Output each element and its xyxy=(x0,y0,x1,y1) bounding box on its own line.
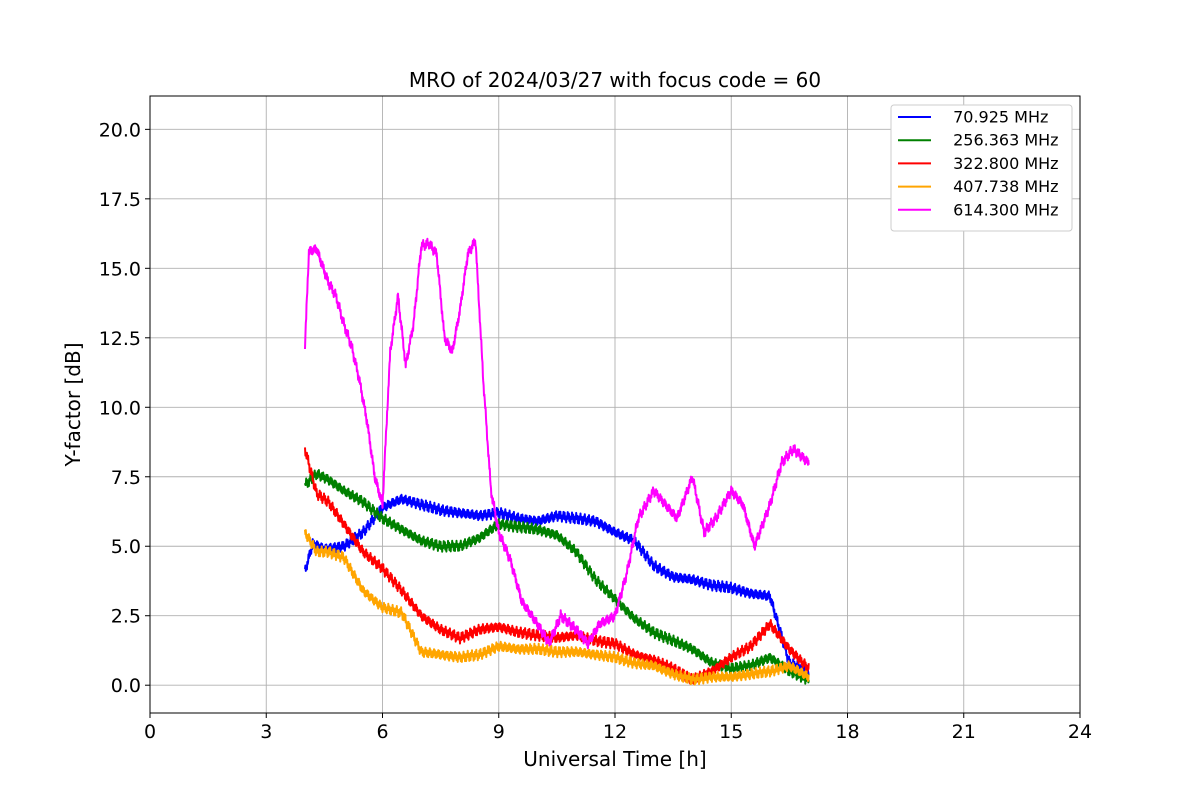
x-tick-label: 21 xyxy=(952,721,976,743)
legend-label: 614.300 MHz xyxy=(948,200,1059,219)
y-tick-label: 10.0 xyxy=(99,397,141,419)
y-tick-label: 0.0 xyxy=(111,675,141,697)
y-tick-label: 12.5 xyxy=(99,328,141,350)
chart-title: MRO of 2024/03/27 with focus code = 60 xyxy=(409,68,821,92)
legend-label: 256.363 MHz xyxy=(948,131,1059,150)
x-tick-label: 9 xyxy=(493,721,505,743)
legend: 70.925 MHz 256.363 MHz 322.800 MHz 407.7… xyxy=(890,104,1073,232)
x-tick-label: 0 xyxy=(144,721,156,743)
series-line xyxy=(304,469,810,685)
x-tick-label: 6 xyxy=(376,721,388,743)
series-line xyxy=(304,447,810,685)
x-axis-label: Universal Time [h] xyxy=(523,747,706,771)
legend-box xyxy=(890,104,1073,232)
y-tick-label: 15.0 xyxy=(99,258,141,280)
series-line xyxy=(304,493,810,677)
y-tick-label: 5.0 xyxy=(111,536,141,558)
x-tick-label: 24 xyxy=(1068,721,1092,743)
x-tick-label: 15 xyxy=(719,721,743,743)
y-tick-label: 20.0 xyxy=(99,119,141,141)
legend-label: 322.800 MHz xyxy=(948,154,1059,173)
y-axis-label: Y-factor [dB] xyxy=(61,342,85,467)
legend-label: 407.738 MHz xyxy=(948,177,1059,196)
y-tick-label: 2.5 xyxy=(111,606,141,628)
series-line xyxy=(304,237,810,650)
legend-label: 70.925 MHz xyxy=(948,108,1048,127)
x-tick-label: 3 xyxy=(260,721,272,743)
series-line xyxy=(304,529,810,686)
y-tick-label: 17.5 xyxy=(99,189,141,211)
x-tick-label: 18 xyxy=(835,721,859,743)
axis-ticks: 0 3 6 9 12 15 18 21 24 0.0 2.5 5.0 7.5 10.0 12.5 15.0 17… xyxy=(99,119,1092,743)
x-tick-label: 12 xyxy=(603,721,627,743)
plot-area xyxy=(304,237,810,686)
y-tick-label: 7.5 xyxy=(111,467,141,489)
